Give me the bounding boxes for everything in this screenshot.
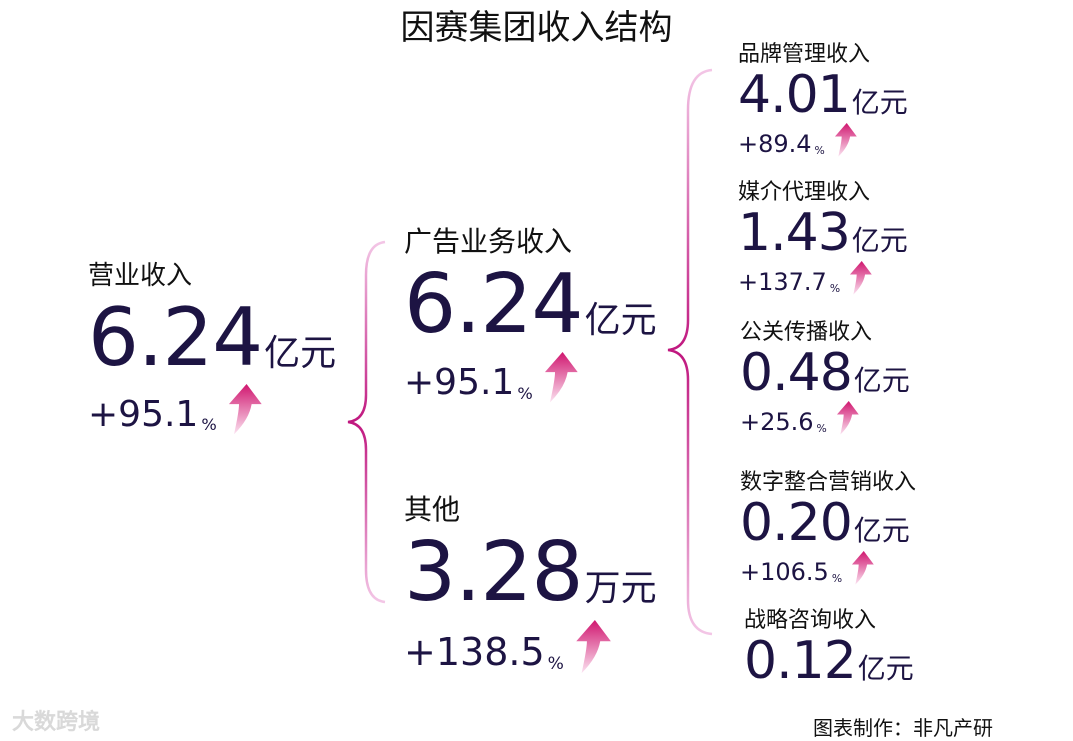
node-value: 0.48 (740, 343, 853, 404)
value-line: 0.48亿元 (740, 347, 910, 399)
node-label: 公关传播收入 (740, 320, 873, 345)
growth: +95.1% (88, 383, 336, 435)
node-unit: 亿元 (853, 364, 910, 398)
growth-unit: % (831, 572, 843, 586)
growth: +89.4% (738, 123, 908, 157)
node-label: 营业收入 (88, 261, 193, 291)
up-arrow (836, 401, 859, 435)
growth-value: +106.5 (740, 557, 829, 586)
node-label: 品牌管理收入 (738, 42, 871, 67)
node-value: 3.28 (404, 525, 584, 621)
brace (347, 240, 386, 604)
node-label: 广告业务收入 (404, 225, 573, 258)
node-label: 其他 (404, 493, 461, 526)
value-line: 6.24亿元 (404, 264, 657, 346)
node-value: 4.01 (738, 65, 851, 126)
node-unit: 万元 (584, 568, 657, 610)
growth: +138.5% (404, 620, 657, 674)
up-arrow (576, 620, 611, 674)
growth-value: +95.1 (404, 361, 515, 403)
growth-unit: % (816, 422, 827, 436)
value-line: 3.28万元 (404, 532, 657, 614)
node-unit: 亿元 (857, 652, 914, 686)
node-label: 媒介代理收入 (738, 180, 871, 205)
growth-value: +89.4 (738, 129, 812, 158)
node-label: 战略咨询收入 (744, 608, 877, 633)
growth-value: +137.7 (738, 267, 827, 296)
node: 其他 3.28万元 +138.5% (404, 493, 657, 674)
node-unit: 亿元 (851, 86, 908, 120)
node-value: 1.43 (738, 203, 851, 264)
growth: +95.1% (404, 352, 657, 403)
node-value: 0.20 (740, 493, 853, 554)
up-arrow (850, 261, 872, 295)
growth-unit: % (814, 144, 825, 158)
node: 营业收入 6.24亿元 +95.1% (88, 261, 337, 435)
node: 媒介代理收入 1.43亿元 +137.7% (738, 180, 908, 295)
value-line: 0.20亿元 (740, 497, 916, 549)
value-line: 4.01亿元 (738, 69, 908, 121)
growth-unit: % (829, 282, 841, 296)
brace (667, 68, 713, 636)
growth-value: +95.1 (88, 393, 199, 435)
up-arrow (228, 383, 262, 435)
growth: +106.5% (740, 551, 916, 585)
growth-value: +25.6 (740, 407, 814, 436)
value-line: 0.12亿元 (744, 635, 914, 687)
watermark: 大数跨境 (12, 710, 101, 735)
node: 广告业务收入 6.24亿元 +95.1% (404, 225, 657, 403)
title: 因赛集团收入结构 (400, 8, 673, 48)
node-value: 6.24 (88, 290, 263, 384)
node: 公关传播收入 0.48亿元 +25.6% (740, 320, 910, 435)
growth: +25.6% (740, 401, 910, 435)
up-arrow (544, 352, 578, 403)
value-line: 6.24亿元 (88, 297, 337, 378)
growth-unit: % (547, 653, 564, 674)
growth-value: +138.5 (404, 629, 545, 674)
value-line: 1.43亿元 (738, 207, 908, 259)
growth-unit: % (201, 415, 217, 435)
node-label: 数字整合营销收入 (740, 470, 917, 495)
node-unit: 亿元 (853, 514, 910, 548)
node: 数字整合营销收入 0.20亿元 +106.5% (740, 470, 916, 585)
node-unit: 亿元 (851, 224, 908, 258)
node: 战略咨询收入 0.12亿元 (744, 608, 914, 687)
node-value: 6.24 (404, 257, 584, 353)
node-unit: 亿元 (584, 300, 657, 342)
up-arrow (834, 123, 857, 157)
node: 品牌管理收入 4.01亿元 +89.4% (738, 42, 908, 157)
node-value: 0.12 (744, 631, 857, 692)
up-arrow (852, 551, 874, 585)
node-unit: 亿元 (264, 332, 337, 374)
growth-unit: % (517, 383, 533, 403)
growth: +137.7% (738, 261, 908, 295)
footer: 图表制作：非凡产研 (813, 716, 993, 740)
